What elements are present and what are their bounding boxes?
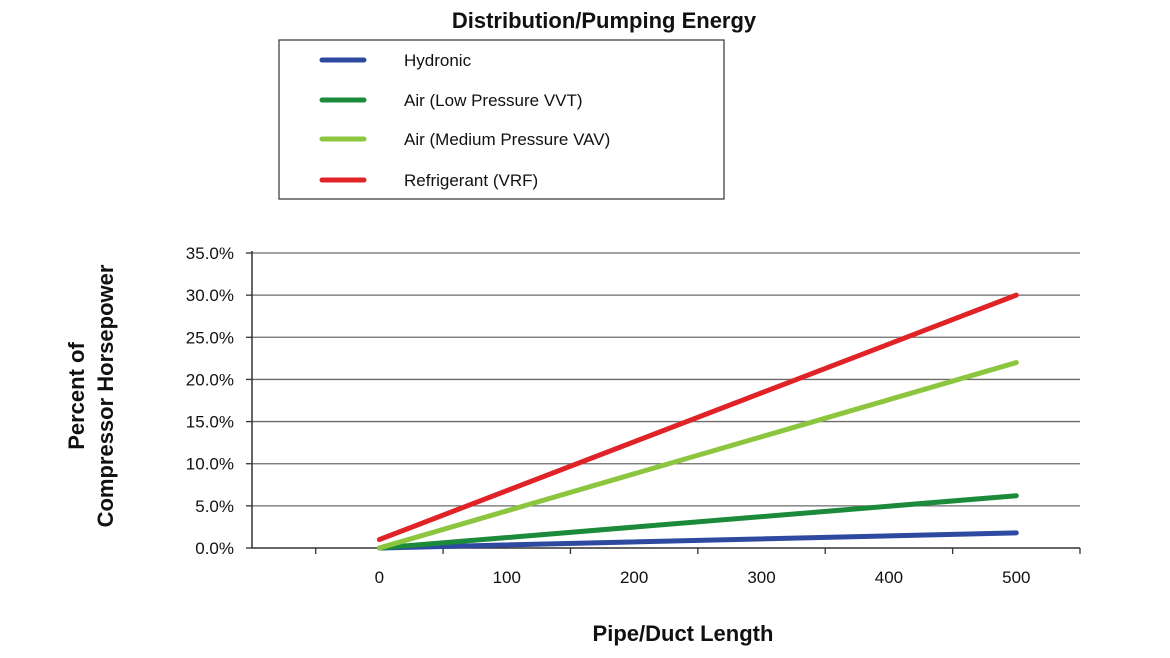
y-tick-label: 25.0%: [186, 328, 234, 347]
series-line-3: [376, 292, 1019, 543]
y-axis-title-line-2: Compressor Horsepower: [93, 264, 118, 527]
series-lines: [376, 292, 1019, 551]
y-tick-label: 20.0%: [186, 370, 234, 389]
y-tick-labels: 0.0% 5.0% 10.0% 15.0% 20.0% 25.0% 30.0% 35.0%: [186, 244, 234, 558]
series-line-2: [376, 360, 1019, 551]
axes: [246, 251, 1081, 554]
legend-label: Air (Low Pressure VVT): [404, 91, 583, 110]
series-line-1: [376, 493, 1019, 551]
series-line-0: [376, 530, 1019, 551]
y-axis-title: Percent of Compressor Horsepower: [64, 264, 118, 527]
legend-label: Air (Medium Pressure VAV): [404, 130, 610, 149]
legend-label: Refrigerant (VRF): [404, 171, 538, 190]
x-tick-label: 100: [493, 568, 521, 587]
legend: Hydronic Air (Low Pressure VVT) Air (Mediu…: [278, 39, 725, 200]
x-tick-label: 300: [747, 568, 775, 587]
x-tick-label: 500: [1002, 568, 1030, 587]
legend-label: Hydronic: [404, 51, 472, 70]
y-tick-label: 10.0%: [186, 455, 234, 474]
legend-box: [278, 39, 725, 200]
x-tick-label: 0: [375, 568, 384, 587]
x-tick-labels: 0 100 200 300 400 500: [375, 568, 1031, 587]
x-tick-label: 400: [875, 568, 903, 587]
y-axis-title-line-1: Percent of: [64, 342, 89, 450]
x-axis-title: Pipe/Duct Length: [593, 621, 774, 646]
y-tick-label: 0.0%: [195, 539, 234, 558]
y-tick-label: 30.0%: [186, 286, 234, 305]
chart-title: Distribution/Pumping Energy: [452, 8, 757, 33]
y-tick-label: 5.0%: [195, 497, 234, 516]
y-tick-label: 15.0%: [186, 413, 234, 432]
y-tick-label: 35.0%: [186, 244, 234, 263]
x-tick-label: 200: [620, 568, 648, 587]
